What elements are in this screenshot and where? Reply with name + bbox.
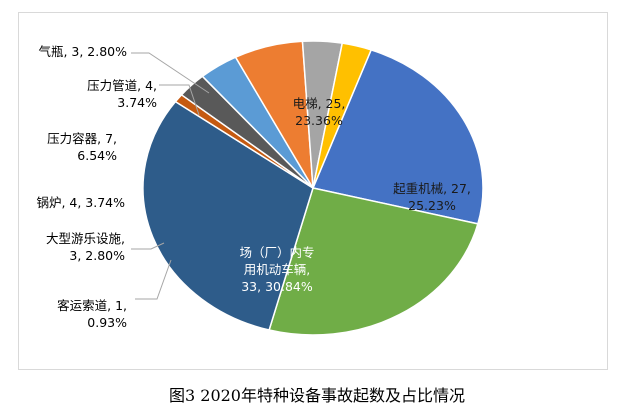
slice-label: 起重机械, 27, 25.23% [393, 181, 471, 213]
pie-slice [311, 48, 484, 225]
pie-slice [142, 100, 314, 331]
slice-label: 大型游乐设施, 3, 2.80% [46, 231, 125, 263]
pie-slice [268, 187, 479, 336]
figure-caption: 图3 2020年特种设备事故起数及占比情况 [169, 386, 465, 405]
leader-line [159, 84, 200, 116]
slice-label: 客运索道, 1, 0.93% [57, 298, 127, 330]
slice-label: 锅炉, 4, 3.74% [36, 195, 125, 210]
leader-line [131, 52, 210, 94]
slice-label: 电梯, 25, 23.36% [293, 96, 346, 128]
chart-frame: 电梯, 25, 23.36% 起重机械, 27, 25.23% 场（厂）内专用机动车辆,… [18, 12, 608, 370]
slice-label: 气瓶, 3, 2.80% [38, 44, 127, 59]
leader-line [131, 242, 165, 250]
pie-slice [312, 42, 373, 189]
slice-label: 压力容器, 7, 6.54% [47, 131, 117, 163]
leader-line [135, 259, 172, 300]
slice-label: 压力管道, 4, 3.74% [87, 78, 157, 110]
pie-chart: 电梯, 25, 23.36% 起重机械, 27, 25.23% 场（厂）内专用机动车辆,… [36, 40, 484, 336]
slice-label: 场（厂）内专用机动车辆, 33, 30.84% [239, 245, 314, 294]
